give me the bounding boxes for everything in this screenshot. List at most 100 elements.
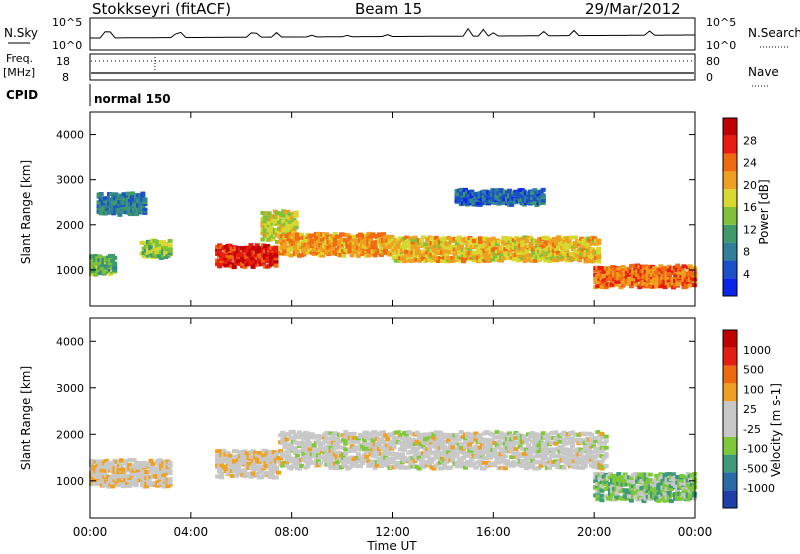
heatmap-cell (385, 447, 391, 452)
heatmap-cell (163, 241, 169, 246)
heatmap-cell (523, 447, 529, 452)
heatmap-cell (255, 464, 261, 469)
heatmap-cell (691, 277, 697, 282)
heatmap-cell (556, 250, 562, 255)
heatmap-cell (347, 249, 353, 254)
heatmap-cell (459, 255, 465, 260)
heatmap-cell (494, 430, 500, 435)
heatmap-cell (542, 442, 548, 447)
heatmap-cell (494, 442, 500, 447)
heatmap-cell (273, 252, 279, 257)
heatmap-cell (666, 272, 672, 277)
heatmap-cell (357, 454, 363, 459)
heatmap-cell (521, 463, 527, 468)
heatmap-cell (246, 461, 252, 466)
heatmap-cell (324, 232, 330, 237)
heatmap-cell (301, 451, 307, 456)
heatmap-cell (504, 190, 510, 195)
heatmap-cell (280, 451, 286, 456)
heatmap-cell (568, 252, 574, 257)
heatmap-cell (502, 454, 508, 459)
heatmap-cell (290, 459, 296, 464)
heatmap-cell (425, 460, 431, 465)
colorbar-tick-label: 100 (743, 383, 764, 396)
heatmap-cell (107, 271, 113, 276)
heatmap-cell (691, 266, 697, 271)
heatmap-cell (463, 256, 469, 261)
heatmap-cell (691, 491, 697, 496)
heatmap-cell (217, 264, 223, 269)
heatmap-cell (167, 243, 173, 248)
heatmap-cell (429, 438, 435, 443)
heatmap-cell (539, 241, 545, 246)
heatmap-cell (288, 253, 294, 258)
heatmap-cell (677, 497, 683, 502)
heatmap-cell (280, 430, 286, 435)
heatmap-cell (461, 241, 467, 246)
heatmap-cell (332, 237, 338, 242)
freq-unit-label: [MHz] (3, 66, 35, 79)
heatmap-cell (343, 429, 349, 434)
heatmap-cell (459, 243, 465, 248)
heatmap-cell (429, 258, 435, 263)
heatmap-cell (618, 269, 624, 274)
heatmap-cell (324, 457, 330, 462)
heatmap-cell (467, 442, 473, 447)
heatmap-cell (366, 449, 372, 454)
heatmap-cell (345, 233, 351, 238)
heatmap-cell (370, 459, 376, 464)
heatmap-cell (351, 234, 357, 239)
heatmap-cell (381, 430, 387, 435)
heatmap-cell (603, 463, 609, 468)
heatmap-cell (471, 461, 477, 466)
heatmap-cell (221, 464, 227, 469)
heatmap-cell (465, 451, 471, 456)
heatmap-cell (645, 282, 651, 287)
heatmap-cell (628, 487, 634, 492)
heatmap-cell (134, 208, 140, 213)
y-tick-label: 4000 (56, 335, 84, 348)
heatmap-cell (254, 243, 260, 248)
colorbar-swatch (723, 454, 737, 473)
x-tick-label: 12:00 (375, 525, 410, 539)
heatmap-cell (112, 255, 118, 260)
heatmap-cell (471, 433, 477, 438)
heatmap-cell (543, 258, 549, 263)
heatmap-cell (106, 484, 112, 489)
heatmap-cell (115, 210, 121, 215)
heatmap-cell (662, 269, 668, 274)
cpid-label: CPID (6, 88, 38, 102)
heatmap-cell (577, 258, 583, 263)
heatmap-cell (511, 460, 517, 465)
heatmap-cell (557, 439, 563, 444)
heatmap-cell (231, 265, 237, 270)
heatmap-cell (374, 235, 380, 240)
heatmap-cell (515, 455, 521, 460)
x-tick-label: 04:00 (174, 525, 209, 539)
heatmap-cell (628, 498, 634, 503)
heatmap-cell (219, 459, 225, 464)
heatmap-cell (418, 462, 424, 467)
heatmap-cell (134, 197, 140, 202)
heatmap-cell (131, 472, 137, 477)
heatmap-cell (528, 452, 534, 457)
heatmap-cell (492, 246, 498, 251)
heatmap-cell (473, 431, 479, 436)
heatmap-cell (374, 239, 380, 244)
heatmap-cell (641, 499, 647, 504)
heatmap-cell (112, 267, 118, 272)
heatmap-cell (520, 246, 526, 251)
nsearch-label: N.Search (748, 26, 800, 40)
colorbar-frame (722, 117, 738, 297)
heatmap-cell (347, 432, 353, 437)
heatmap-cell (603, 285, 609, 290)
heatmap-cell (450, 458, 456, 463)
heatmap-cell (456, 235, 462, 240)
heatmap-cell (509, 433, 515, 438)
heatmap-cell (433, 430, 439, 435)
heatmap-cell (683, 475, 689, 480)
y-tick-label: 2000 (56, 428, 84, 441)
heatmap-cell (498, 447, 504, 452)
heatmap-cell (603, 452, 609, 457)
